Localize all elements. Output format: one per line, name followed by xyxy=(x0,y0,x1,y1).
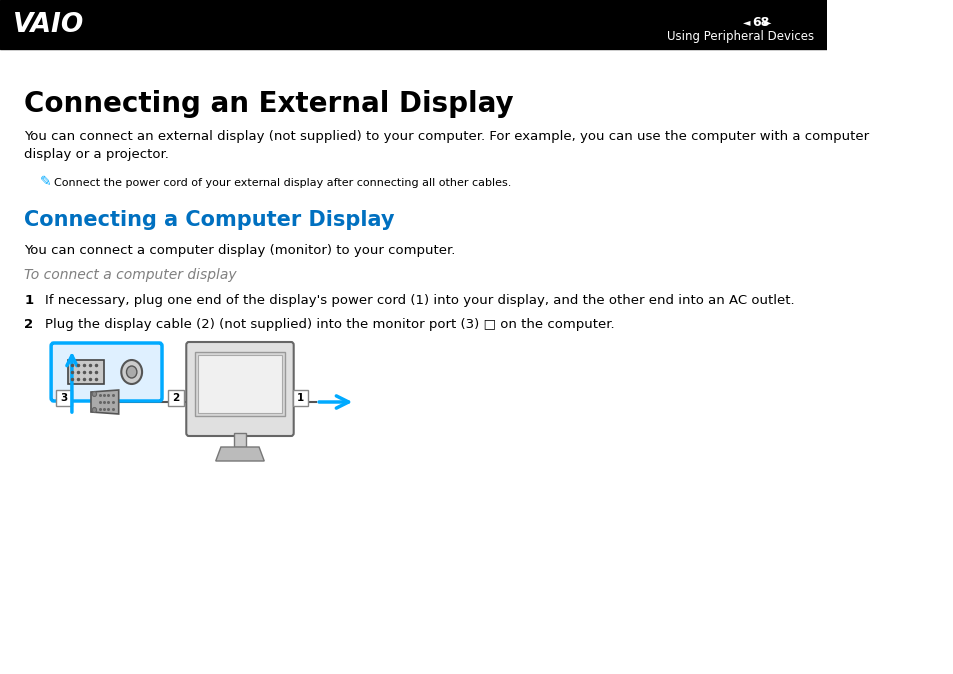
Text: Plug the display cable (2) (not supplied) into the monitor port (3) □ on the com: Plug the display cable (2) (not supplied… xyxy=(45,318,614,331)
Bar xyxy=(56,390,71,406)
Text: 1: 1 xyxy=(296,393,304,403)
Text: ►: ► xyxy=(763,17,771,27)
Bar xyxy=(0,0,825,49)
Text: 68: 68 xyxy=(751,16,768,28)
Circle shape xyxy=(121,360,142,384)
Text: 1: 1 xyxy=(24,294,33,307)
Polygon shape xyxy=(215,447,264,461)
Text: If necessary, plug one end of the display's power cord (1) into your display, an: If necessary, plug one end of the displa… xyxy=(45,294,794,307)
Circle shape xyxy=(92,392,96,396)
Text: ✎: ✎ xyxy=(40,175,51,189)
Text: Connect the power cord of your external display after connecting all other cable: Connect the power cord of your external … xyxy=(53,178,511,188)
FancyBboxPatch shape xyxy=(51,343,162,401)
Text: You can connect a computer display (monitor) to your computer.: You can connect a computer display (moni… xyxy=(24,244,456,257)
Bar xyxy=(293,390,308,406)
Text: You can connect an external display (not supplied) to your computer. For example: You can connect an external display (not… xyxy=(24,130,868,161)
Bar xyxy=(194,352,285,416)
Circle shape xyxy=(127,366,136,378)
Bar xyxy=(197,355,282,413)
FancyBboxPatch shape xyxy=(186,342,294,436)
Bar xyxy=(168,390,184,406)
Bar xyxy=(68,360,104,384)
Text: To connect a computer display: To connect a computer display xyxy=(24,268,236,282)
Text: 3: 3 xyxy=(60,393,68,403)
Text: Connecting a Computer Display: Connecting a Computer Display xyxy=(24,210,395,230)
Circle shape xyxy=(92,408,96,412)
Text: VAIO: VAIO xyxy=(13,13,84,38)
Text: ◄: ◄ xyxy=(742,17,750,27)
Polygon shape xyxy=(91,390,118,414)
Text: Connecting an External Display: Connecting an External Display xyxy=(24,90,514,118)
Bar xyxy=(233,433,246,447)
Text: Using Peripheral Devices: Using Peripheral Devices xyxy=(666,30,814,43)
Text: 2: 2 xyxy=(172,393,179,403)
Text: 2: 2 xyxy=(24,318,33,331)
